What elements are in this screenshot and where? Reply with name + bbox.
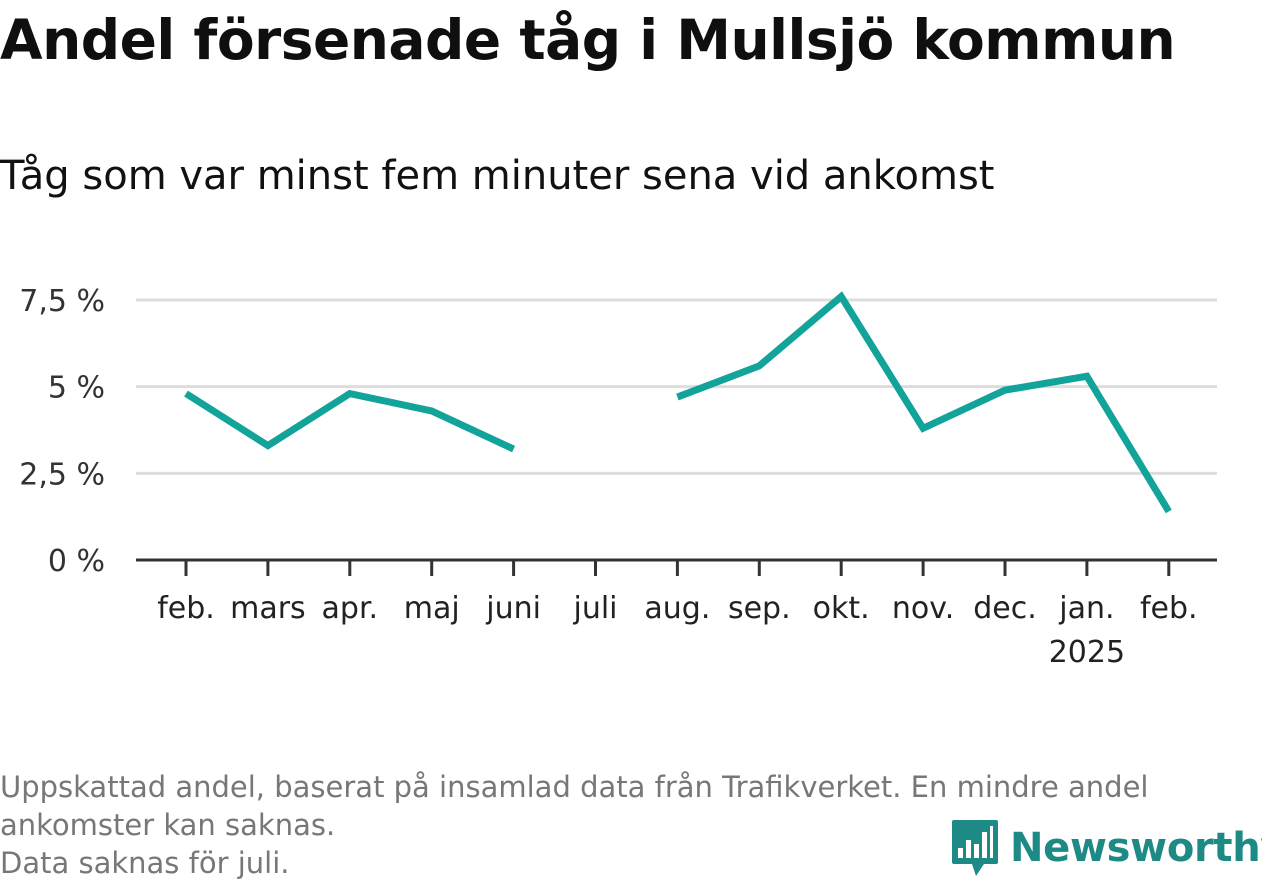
y-tick-label: 2,5 % [19, 457, 105, 492]
x-tick-label: juni [485, 591, 541, 626]
x-axis [136, 558, 1217, 576]
grid-lines [136, 298, 1217, 475]
x-axis-tick-labels: feb. mars apr. maj juni juli aug. sep. okt. nov. d… [157, 591, 1197, 670]
x-tick-label: okt. [813, 591, 870, 626]
x-tick-label: juli [572, 591, 617, 626]
y-tick-label: 5 % [48, 371, 105, 406]
y-axis-tick-labels: 0 % 2,5 % 5 % 7,5 % [19, 284, 105, 579]
x-tick-label: jan. [1058, 591, 1114, 626]
chart-title: Andel försenade tåg i Mullsjö kommun [0, 8, 1176, 72]
x-tick-label: maj [404, 591, 460, 626]
newsworthy-logo-icon [952, 820, 998, 876]
y-tick-label: 7,5 % [19, 284, 105, 319]
x-tick-label: feb. [157, 591, 215, 626]
x-tick-label: nov. [892, 591, 954, 626]
series-line-segment [676, 291, 1172, 514]
newsworthy-logo: Newsworthy [950, 818, 1262, 878]
x-tick-label: mars [230, 591, 306, 626]
footnote: Uppskattad andel, baserat på insamlad da… [0, 768, 1250, 882]
newsworthy-logo-text: Newsworthy [1010, 825, 1262, 871]
footnote-line-3: Data saknas för juli. [0, 846, 290, 880]
series-line-segment [184, 389, 516, 453]
footnote-line-2: ankomster kan saknas. [0, 808, 336, 842]
x-tick-label: sep. [728, 591, 791, 626]
chart-subtitle: Tåg som var minst fem minuter sena vid a… [0, 153, 995, 199]
line-chart: 0 % 2,5 % 5 % 7,5 % feb. mars apr. maj juni juli… [19, 284, 1217, 670]
x-tick-label: feb. [1140, 591, 1198, 626]
y-tick-label: 0 % [48, 544, 105, 579]
x-tick-label: aug. [644, 591, 710, 626]
x-tick-label: apr. [322, 591, 379, 626]
series-lines [184, 291, 1172, 514]
x-tick-sublabel: 2025 [1049, 635, 1125, 670]
footnote-line-1: Uppskattad andel, baserat på insamlad da… [0, 770, 1149, 804]
x-tick-label: dec. [973, 591, 1037, 626]
